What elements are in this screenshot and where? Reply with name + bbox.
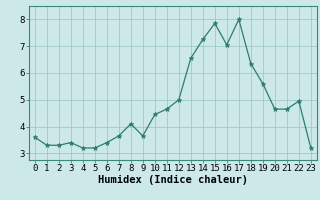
X-axis label: Humidex (Indice chaleur): Humidex (Indice chaleur): [98, 175, 248, 185]
